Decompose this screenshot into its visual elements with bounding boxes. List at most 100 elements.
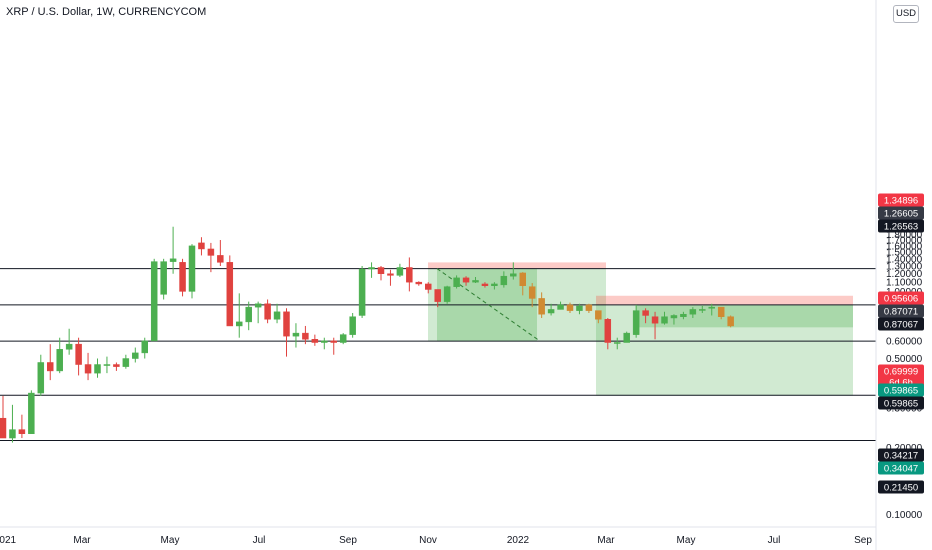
- candle-body: [9, 429, 16, 439]
- price-tag-value: 1.26605: [884, 209, 918, 220]
- candle-body: [585, 304, 593, 311]
- candle-body: [632, 310, 640, 335]
- candle-body: [699, 309, 706, 311]
- price-tag: [878, 396, 924, 410]
- candle-body: [500, 275, 508, 286]
- candle-body: [84, 364, 92, 374]
- price-tag: [878, 206, 924, 220]
- price-tag: [878, 219, 924, 233]
- candle-body: [132, 352, 139, 359]
- candle-body: [519, 272, 526, 287]
- price-tick-label: 1.50000: [886, 248, 923, 259]
- candle-body: [576, 305, 583, 311]
- candle-body: [481, 283, 489, 287]
- candle-body: [661, 316, 668, 324]
- price-tick-label: 1.30000: [886, 261, 923, 272]
- price-tag: [878, 291, 924, 305]
- candle-body: [113, 364, 120, 367]
- candle-body: [179, 262, 186, 292]
- price-tag: [878, 448, 924, 462]
- time-tick-label: May: [161, 535, 180, 546]
- candle-body: [311, 339, 319, 343]
- candle-body: [510, 273, 517, 277]
- price-tick-label: 1.80000: [886, 230, 923, 241]
- time-tick-label: Jul: [768, 535, 781, 546]
- candle-body: [302, 332, 309, 340]
- candle-body: [547, 309, 555, 314]
- candle-body: [217, 255, 224, 263]
- candles: [0, 226, 734, 443]
- candle-body: [47, 362, 54, 372]
- price-tag-countdown: 6d 6h: [889, 378, 913, 389]
- price-tag-value: 0.34047: [884, 464, 918, 475]
- candle-body: [387, 273, 394, 276]
- candle-body: [226, 262, 234, 327]
- candle-body: [651, 316, 659, 324]
- currency-button[interactable]: USD: [893, 5, 919, 23]
- price-tag: [878, 461, 924, 475]
- candle-body: [198, 242, 205, 250]
- price-tag: [878, 317, 924, 331]
- candle-body: [141, 340, 148, 354]
- time-tick-label: 2022: [507, 535, 530, 546]
- time-tick-label: 2021: [0, 535, 17, 546]
- chart-title: XRP / U.S. Dollar, 1W, CURRENCYCOM: [6, 6, 207, 18]
- candle-body: [207, 248, 215, 256]
- candle-body: [292, 332, 300, 337]
- time-tick-label: Mar: [597, 535, 615, 546]
- candle-body: [623, 332, 630, 343]
- candle-body: [368, 267, 375, 270]
- price-tag-value: 0.59865: [884, 399, 918, 410]
- candle-body: [642, 310, 649, 316]
- candle-body: [689, 309, 697, 315]
- candle-body: [94, 364, 101, 374]
- candle-body: [614, 342, 621, 344]
- candle-body: [377, 267, 385, 274]
- short-2-progress-zone: [636, 304, 853, 328]
- candle-body: [236, 321, 243, 327]
- price-tag-value: 0.87071: [884, 307, 918, 318]
- candle-body: [415, 281, 423, 285]
- candle-body: [56, 349, 63, 372]
- price-tick-label: 0.20000: [886, 443, 923, 454]
- candle-body: [264, 303, 271, 320]
- price-tag-value: 0.95606: [884, 294, 918, 305]
- time-tick-label: Nov: [419, 535, 437, 546]
- price-tag-value: 1.34896: [884, 196, 918, 207]
- candle-body: [0, 417, 7, 439]
- time-axis: 2021 Mar May Jul Sep Nov 2022 Mar May Jul Sep: [0, 535, 872, 546]
- price-tag-value: 0.59865: [884, 386, 918, 397]
- price-tick-label: 0.10000: [886, 510, 923, 521]
- candle-body: [245, 306, 252, 323]
- price-tags: 1.34896 1.26605 1.26563 0.95606 0.87071 0.870…: [878, 193, 924, 494]
- candle-body: [472, 280, 479, 283]
- candle-body: [339, 334, 347, 343]
- price-tag-value: 0.21450: [884, 483, 918, 494]
- candle-body: [443, 286, 451, 302]
- candle-body: [434, 289, 441, 302]
- price-tick-label: 0.60000: [886, 336, 923, 347]
- candle-body: [538, 298, 545, 315]
- time-tick-label: Sep: [854, 535, 872, 546]
- time-tick-label: Mar: [73, 535, 91, 546]
- price-tick-label: 1.20000: [886, 269, 923, 280]
- candle-body: [273, 311, 281, 320]
- time-tick-label: Jul: [253, 535, 266, 546]
- time-tick-label: May: [677, 535, 696, 546]
- price-tag: [878, 304, 924, 318]
- candle-body: [169, 258, 177, 262]
- candle-body: [122, 358, 130, 367]
- candle-body: [717, 306, 725, 317]
- candle-body: [491, 283, 498, 287]
- candle-body: [37, 362, 45, 394]
- price-tag: [878, 193, 924, 207]
- candle-body: [349, 316, 356, 335]
- price-tick-label: 1.70000: [886, 236, 923, 247]
- candle-body: [566, 304, 574, 311]
- price-tag: [878, 364, 924, 389]
- position-boxes: [428, 262, 853, 396]
- candle-body: [28, 392, 35, 434]
- candle-body: [396, 267, 404, 276]
- price-tag: [878, 480, 924, 494]
